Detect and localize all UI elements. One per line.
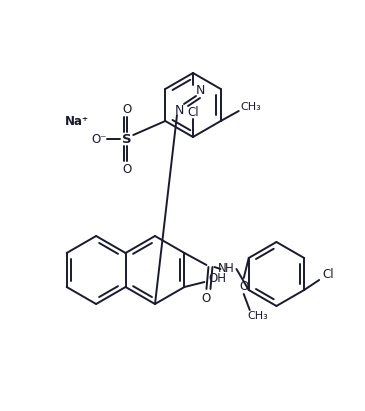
Text: Cl: Cl bbox=[187, 106, 199, 118]
Text: O: O bbox=[123, 102, 132, 115]
Text: N: N bbox=[195, 83, 205, 97]
Text: S: S bbox=[123, 132, 132, 145]
Text: O: O bbox=[239, 280, 248, 293]
Text: Cl: Cl bbox=[322, 268, 334, 282]
Text: CH₃: CH₃ bbox=[240, 102, 261, 112]
Text: H: H bbox=[225, 263, 234, 275]
Text: CH₃: CH₃ bbox=[247, 311, 268, 321]
Text: N: N bbox=[218, 263, 227, 275]
Text: O: O bbox=[123, 162, 132, 175]
Text: O⁻: O⁻ bbox=[92, 132, 107, 145]
Text: OH: OH bbox=[208, 272, 226, 286]
Text: N: N bbox=[174, 104, 184, 116]
Text: O: O bbox=[202, 293, 211, 305]
Text: Na⁺: Na⁺ bbox=[65, 115, 89, 127]
